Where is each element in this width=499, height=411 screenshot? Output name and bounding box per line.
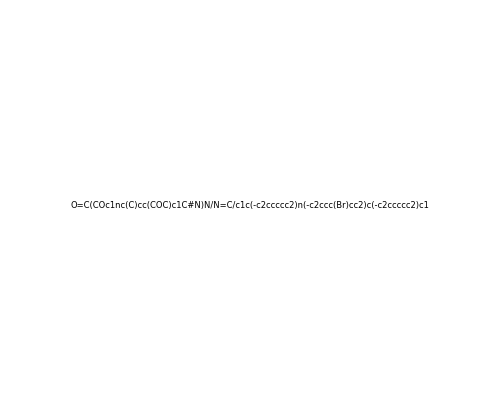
Text: O=C(COc1nc(C)cc(COC)c1C#N)N/N=C/c1c(-c2ccccc2)n(-c2ccc(Br)cc2)c(-c2ccccc2)c1: O=C(COc1nc(C)cc(COC)c1C#N)N/N=C/c1c(-c2c…	[70, 201, 429, 210]
